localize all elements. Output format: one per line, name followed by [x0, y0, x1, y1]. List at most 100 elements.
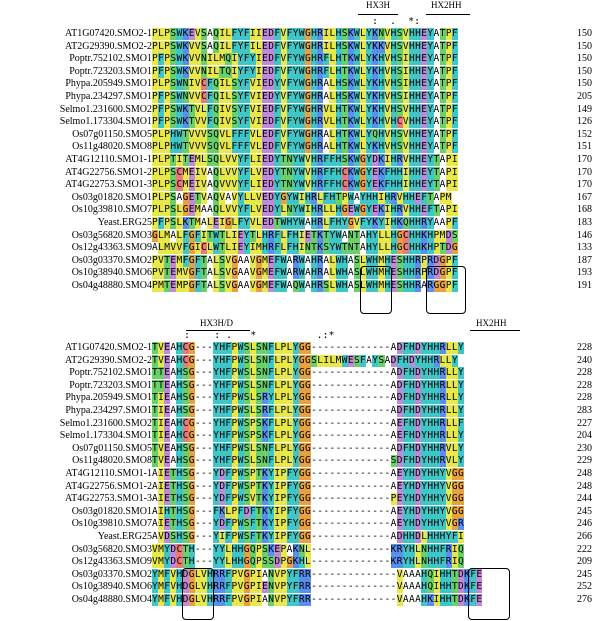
residue-cell [182, 65, 189, 78]
residue-cell [409, 354, 416, 367]
residue-cell [194, 53, 201, 66]
residue-cell [231, 254, 238, 267]
alignment-row: Selmo1.231600.SMO2 TIEAHCG---YHFPWSPSKFLP… [0, 417, 600, 430]
residue-cell [292, 392, 299, 405]
sequence-name: AT4G22753.SMO1-3 [65, 493, 152, 505]
residue-cell [458, 405, 465, 417]
residue-cell [152, 229, 159, 242]
residue-cell [445, 493, 452, 506]
residue-position: 150 [577, 65, 592, 77]
residue-cell [415, 405, 422, 417]
residue-cell [292, 556, 299, 569]
residue-cell [249, 505, 257, 518]
alignment-row: Os03g01820.SMO1 PLPSAGETVAQVAVYLLVEDYGYWI… [0, 191, 600, 204]
residue-position: 246 [577, 518, 592, 530]
residue-cell [347, 53, 354, 66]
residue-cell [396, 179, 403, 192]
residue-cell [415, 141, 422, 154]
residue-cell [219, 480, 226, 493]
residue-cell [158, 518, 165, 531]
residue-cell [384, 91, 391, 103]
residue-cell [305, 342, 312, 354]
residue-cell [243, 342, 250, 354]
residue-cell [427, 480, 434, 493]
residue-cell [329, 242, 336, 255]
residue-cell [305, 229, 312, 242]
residue-cell [421, 217, 428, 229]
residue-cell [280, 568, 287, 581]
residue-cell [280, 28, 287, 40]
residue-cell [292, 531, 299, 543]
residue-cell [280, 53, 287, 66]
residue-cell [152, 103, 159, 116]
residue-cell [286, 141, 293, 154]
residue-cell [286, 505, 293, 518]
residue-cell [445, 229, 452, 242]
residue-cell [323, 65, 330, 78]
residue-cell [445, 40, 452, 53]
residue-cell [256, 556, 263, 569]
residue-cell [353, 280, 361, 292]
residue-cell [439, 65, 446, 78]
residue-cell [164, 141, 171, 154]
residue-cell [372, 280, 379, 292]
residue-cell [372, 179, 379, 192]
residue-cell [451, 154, 458, 166]
residue-cell [329, 65, 336, 78]
residue-cell [182, 417, 189, 430]
residue-cell [415, 217, 422, 229]
residue-position: 168 [577, 204, 592, 216]
residue-cell [158, 430, 165, 443]
residue-cell [274, 367, 281, 380]
residue-cell [237, 379, 244, 392]
residue-cell [378, 354, 385, 367]
residue-cell [427, 430, 434, 443]
residue-cell [286, 568, 293, 581]
residue-cell [164, 392, 171, 405]
residue-cell [445, 204, 452, 217]
sequence-name: Selmo1.231600.SMO2 [59, 103, 152, 115]
sequence-residues: YMFVHDGLVHRRFPVGPIENVPYFRR--------------… [152, 581, 483, 593]
residue-cell [158, 455, 165, 468]
residue-cell [298, 455, 305, 468]
residue-cell [249, 442, 257, 455]
residue-cell [243, 556, 250, 569]
residue-cell [262, 242, 269, 255]
residue-cell [384, 217, 391, 229]
residue-cell [372, 166, 379, 179]
motif-bar-hx3h [358, 14, 398, 15]
residue-cell [421, 53, 428, 66]
residue-cell [421, 103, 428, 116]
residue-cell [402, 254, 410, 267]
residue-cell [421, 267, 428, 280]
alignment-row: Os12g43363.SMO9 ALMVVFGICLWTLIEYIMHRFLFHI… [0, 242, 600, 255]
residue-cell [353, 78, 361, 91]
alignment-row: Os10g39810.SMO7 AIETHSG---YDFPWSFTKYIPFYG… [0, 518, 600, 531]
residue-cell [433, 204, 440, 217]
residue-cell [256, 141, 263, 154]
residue-cell [378, 65, 385, 78]
residue-cell [188, 442, 195, 455]
residue-cell [262, 103, 269, 116]
sequence-residues: ALMVVFGICLWTLIEYIMHRFLFHINTKSYWTNTAHYLLH… [152, 242, 458, 254]
sequence-name: Selmo1.173304.SMO1 [59, 430, 152, 442]
residue-cell [164, 280, 171, 292]
residue-cell [256, 480, 263, 493]
alignment-row: Poptr.723203.SMO1 PFPSWKVVNILTQIYFYIEDFVF… [0, 65, 600, 78]
residue-cell [176, 342, 183, 354]
residue-cell [268, 493, 275, 506]
residue-cell [458, 581, 465, 594]
residue-cell [298, 40, 305, 53]
residue-cell [305, 442, 312, 455]
residue-cell [298, 379, 305, 392]
residue-cell [268, 128, 275, 141]
residue-cell [298, 518, 305, 531]
sequence-name: AT4G22756.SMO1-2 [65, 480, 152, 492]
residue-cell [439, 267, 446, 280]
residue-cell [158, 405, 165, 417]
residue-cell [243, 141, 250, 154]
residue-cell [274, 455, 281, 468]
residue-cell [237, 455, 244, 468]
residue-cell [451, 53, 458, 66]
residue-cell [164, 354, 171, 367]
